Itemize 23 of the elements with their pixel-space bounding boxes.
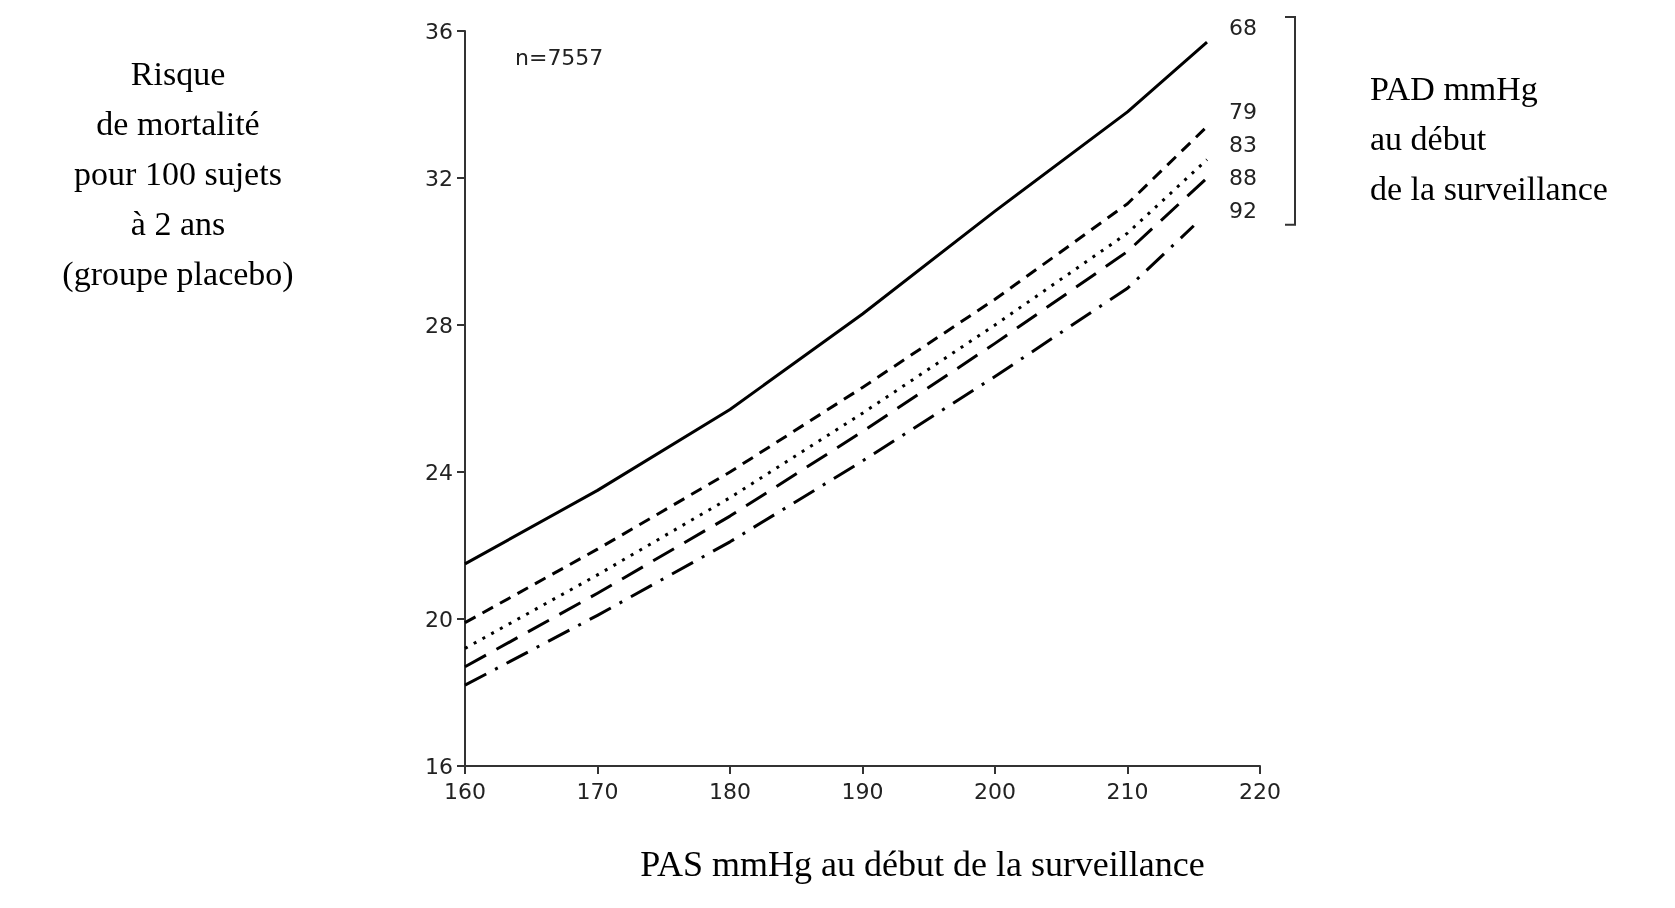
line-series: [463, 40, 1209, 566]
y-axis-title: Risque de mortalité pour 100 sujets à 2 ans (groupe placebo): [62, 54, 294, 293]
series-label: 83: [1229, 132, 1257, 158]
x-axis-title: PAS mmHg au début de la surveillance: [640, 844, 1205, 884]
y-tick-label: 32: [425, 165, 453, 191]
x-tick-label: 210: [1106, 778, 1149, 804]
series-label: 68: [1229, 14, 1257, 40]
y-tick-label: 28: [425, 312, 453, 338]
y-tick-label: 24: [425, 459, 453, 485]
y-tick-label: 36: [425, 18, 453, 44]
x-tick-label: 180: [709, 778, 751, 804]
x-tick-label: 190: [841, 778, 884, 804]
x-tick-label: 170: [576, 778, 619, 804]
y-tick-label: 20: [425, 606, 453, 632]
y-tick-label: 16: [425, 753, 453, 779]
series-label: 88: [1229, 165, 1257, 191]
annotation: n=7557: [515, 44, 604, 70]
series-label: 79: [1229, 99, 1257, 125]
x-tick-label: 220: [1239, 778, 1281, 804]
x-tick-label: 160: [444, 778, 486, 804]
legend-title: PAD mmHg au début de la surveillance: [1370, 69, 1608, 207]
x-tick-label: 200: [974, 778, 1016, 804]
series-label: 92: [1229, 198, 1257, 224]
